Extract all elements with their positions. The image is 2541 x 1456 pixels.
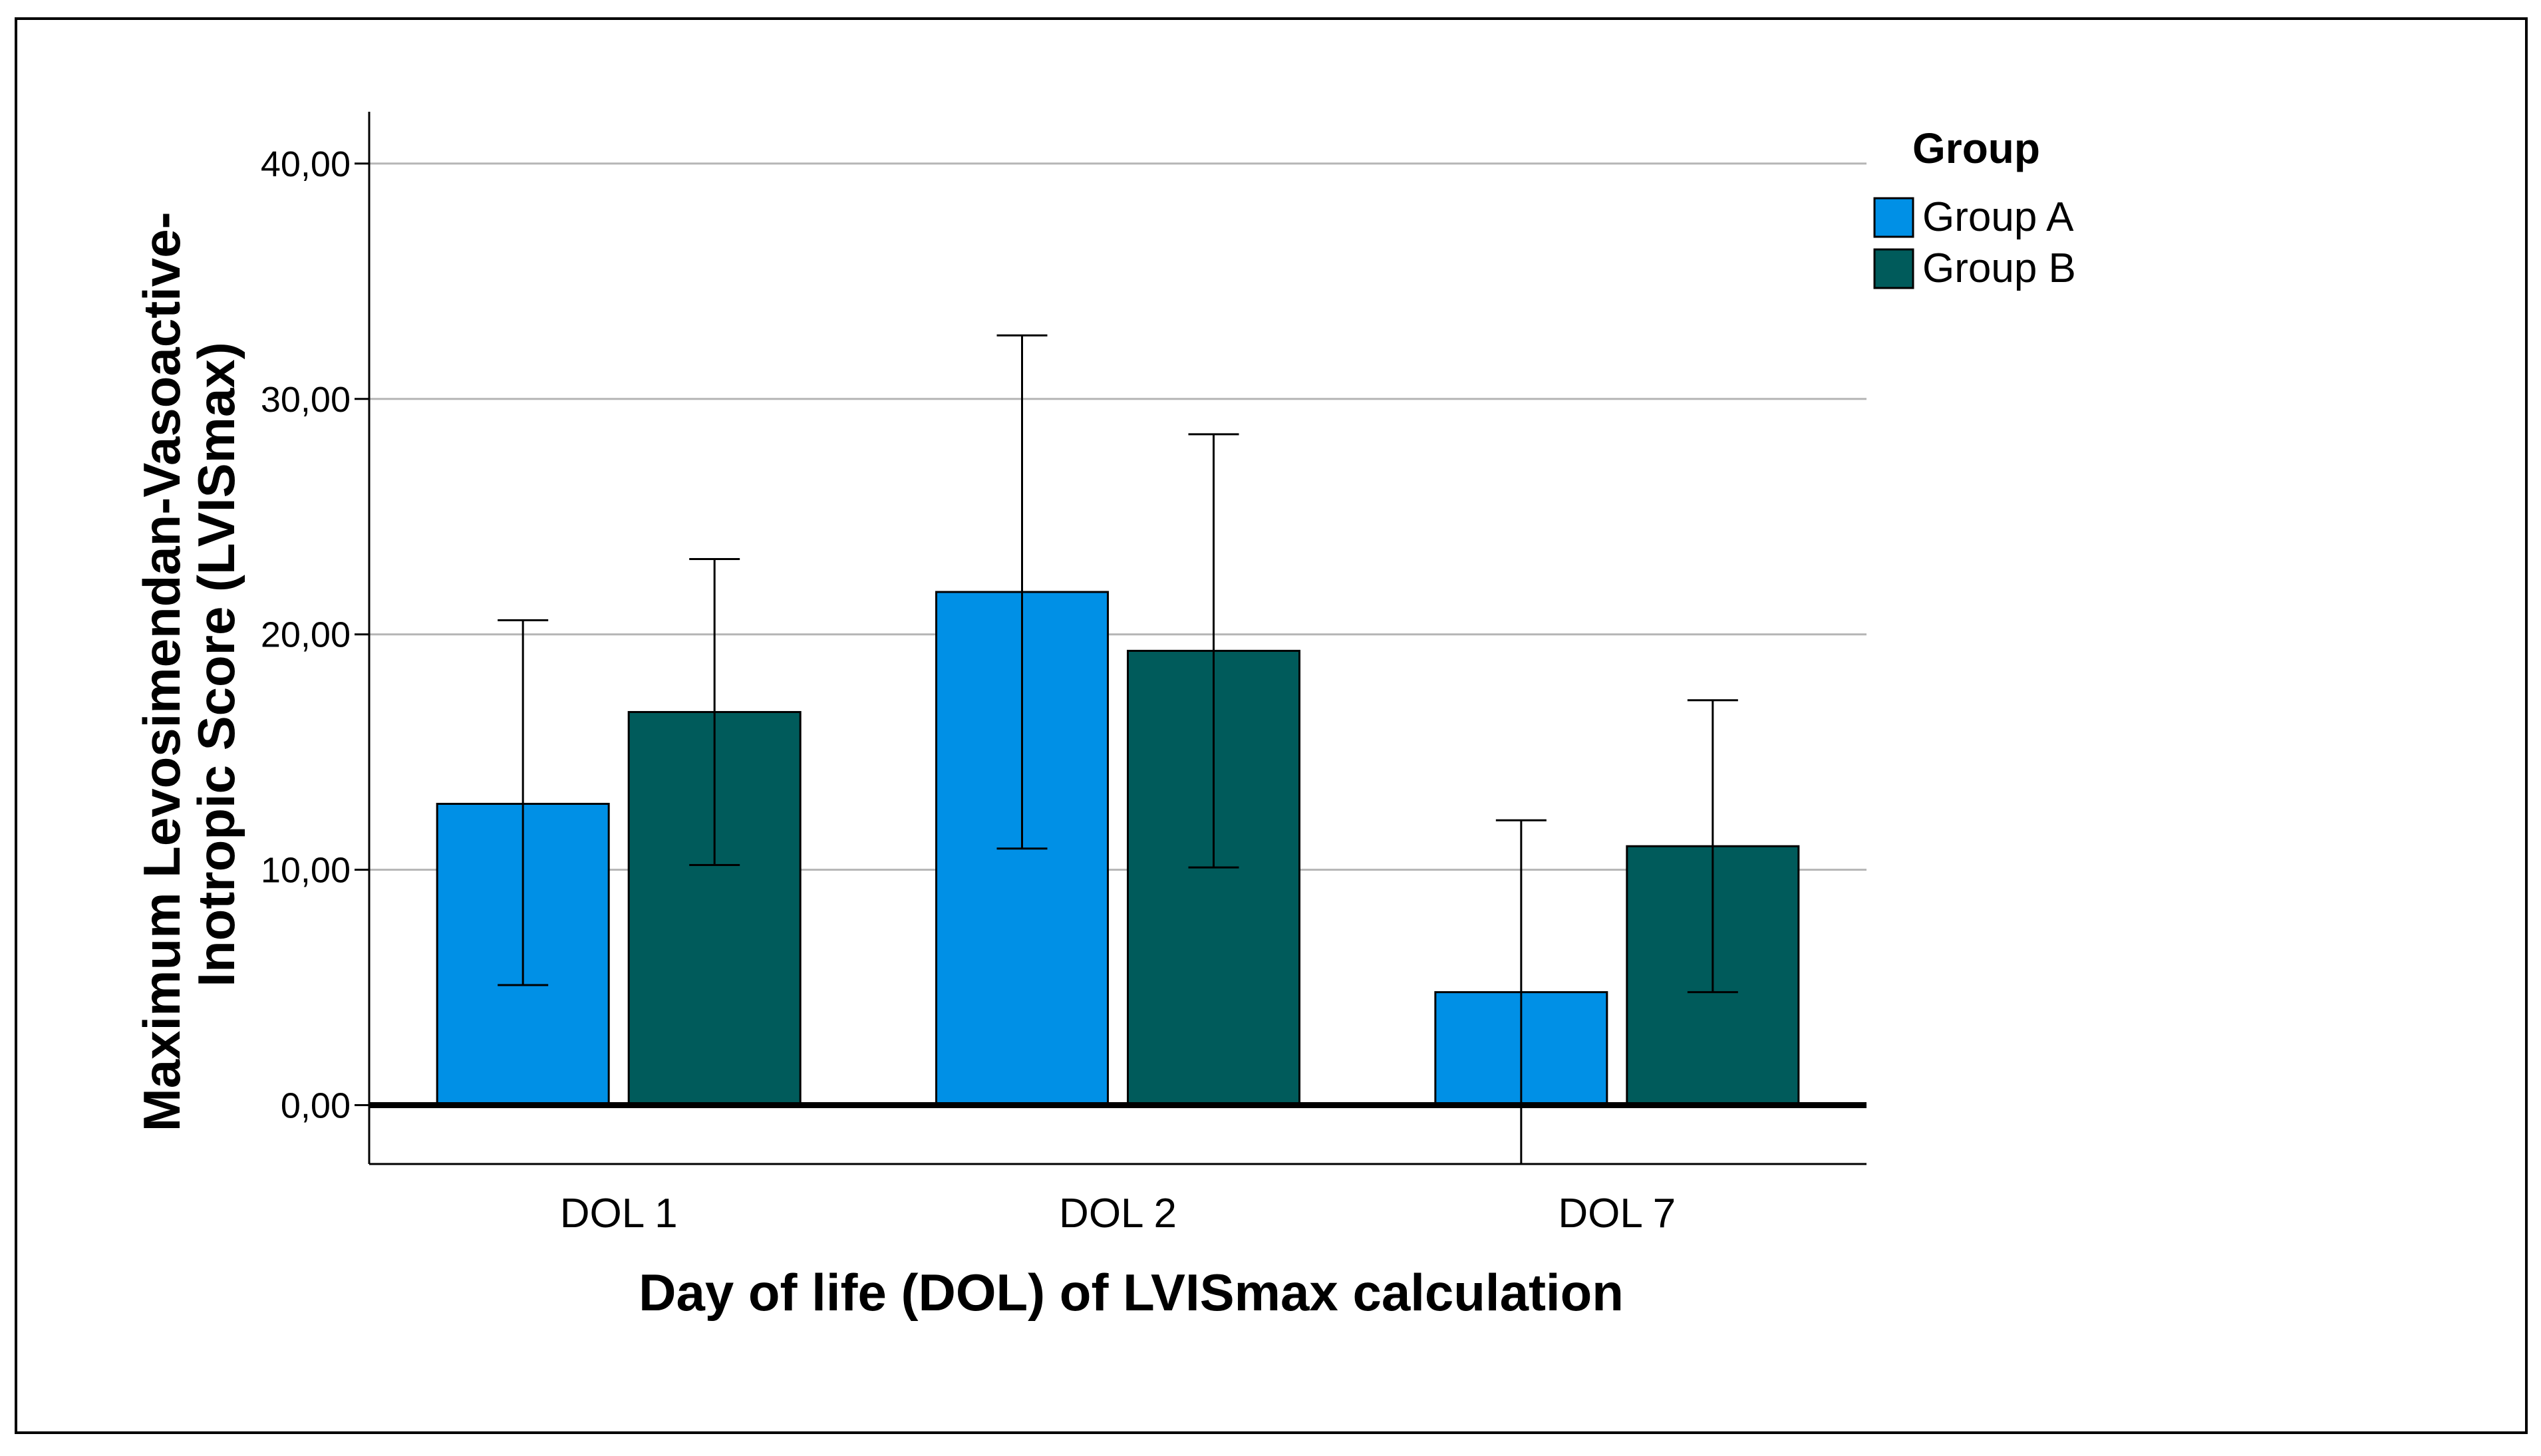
y-tick-label-0: 0,00 — [281, 1086, 351, 1126]
category-labels: DOL 1 DOL 2 DOL 7 — [560, 1191, 1676, 1237]
y-axis-title: Maximum Levosimendan-Vasoactive- Inotrop… — [132, 198, 245, 1132]
legend-swatch-0 — [1873, 197, 1914, 238]
legend-swatch-1 — [1873, 248, 1914, 289]
grid-lines — [369, 162, 1867, 871]
legend-label-1: Group B — [1922, 245, 2076, 291]
x-axis-title: Day of life (DOL) of LVISmax calculation — [639, 1263, 1624, 1322]
axes — [355, 112, 1867, 1165]
x-tick-label-1: DOL 2 — [1059, 1191, 1177, 1237]
legend: Group Group A Group B — [1873, 124, 2076, 291]
legend-title: Group — [1912, 124, 2040, 172]
y-tick-label-2: 20,00 — [261, 615, 351, 655]
y-tick-label-4: 40,00 — [261, 144, 351, 184]
x-tick-label-0: DOL 1 — [560, 1191, 678, 1237]
y-axis-title-line-2: Inotropic Score (LVISmax) — [187, 342, 245, 986]
tick-labels: 0,00 10,00 20,00 30,00 40,00 — [261, 144, 351, 1126]
y-tick-label-1: 10,00 — [261, 851, 351, 891]
error-bars — [498, 334, 1738, 1165]
legend-label-0: Group A — [1922, 194, 2074, 240]
x-tick-label-2: DOL 7 — [1558, 1191, 1676, 1237]
y-axis-title-line-1: Maximum Levosimendan-Vasoactive- — [132, 212, 191, 1131]
y-tick-label-3: 30,00 — [261, 380, 351, 420]
